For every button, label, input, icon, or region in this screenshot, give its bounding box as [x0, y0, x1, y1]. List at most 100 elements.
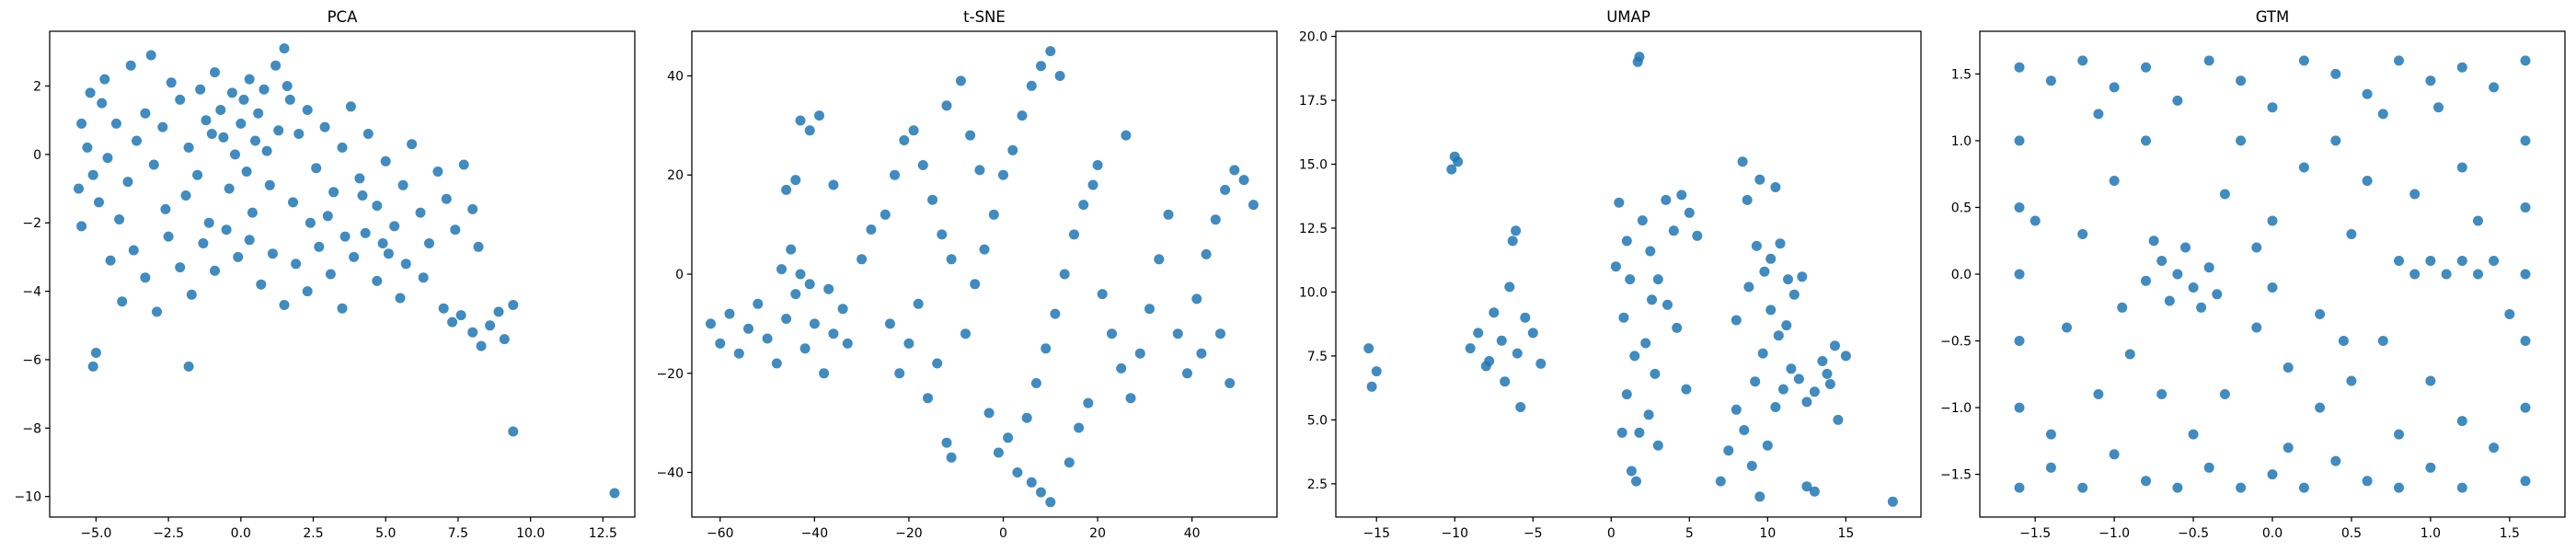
chart-title-tsne: t-SNE	[963, 8, 1006, 26]
data-point-pca-22	[236, 118, 247, 129]
data-point-gtm-84	[2425, 375, 2436, 386]
data-point-pca-38	[372, 201, 383, 212]
y-tick-label-umap-4: 12.5	[1299, 222, 1328, 236]
data-point-tsne-19	[781, 184, 792, 195]
data-point-umap-59	[1809, 386, 1820, 397]
data-point-tsne-89	[965, 130, 976, 141]
data-point-pca-51	[105, 255, 116, 266]
data-point-gtm-77	[2362, 176, 2373, 186]
data-point-tsne-9	[790, 289, 801, 300]
axes-frame-pca	[49, 30, 636, 518]
data-point-pca-115	[215, 105, 226, 115]
data-point-gtm-90	[2283, 443, 2294, 454]
data-point-pca-5	[110, 118, 121, 129]
data-point-umap-75	[1754, 174, 1765, 185]
data-point-pca-95	[145, 50, 156, 61]
data-point-pca-50	[473, 241, 484, 252]
data-point-gtm-99	[2433, 102, 2444, 113]
x-tick-label-tsne-4: 20	[1089, 526, 1106, 541]
x-axis-umap: −15 −10 −5 0 5 10 15	[1363, 517, 1854, 541]
data-point-pca-66	[279, 300, 290, 310]
y-tick-label-pca-2: −2	[22, 216, 41, 231]
data-point-gtm-56	[2425, 256, 2436, 266]
data-point-pca-73	[360, 227, 371, 238]
data-point-umap-58	[1801, 397, 1812, 408]
data-point-tsne-67	[1107, 328, 1117, 339]
data-point-pca-101	[264, 179, 275, 190]
data-point-gtm-38	[2014, 402, 2025, 413]
data-point-gtm-69	[2062, 322, 2072, 333]
data-point-gtm-37	[2014, 336, 2025, 346]
data-point-pca-53	[128, 245, 139, 256]
data-point-tsne-75	[1182, 368, 1192, 379]
data-point-tsne-62	[1059, 269, 1070, 280]
data-point-gtm-88	[2156, 389, 2168, 399]
x-tick-label-tsne-3: 0	[999, 526, 1007, 541]
data-point-pca-79	[183, 361, 194, 372]
data-point-umap-39	[1661, 194, 1672, 205]
data-point-pca-34	[337, 142, 348, 153]
data-point-pca-21	[226, 87, 237, 98]
y-tick-label-umap-0: 2.5	[1307, 477, 1328, 492]
data-point-gtm-12	[2394, 55, 2404, 66]
data-point-tsne-8	[781, 314, 792, 324]
data-point-pca-98	[203, 217, 214, 228]
data-point-gtm-48	[2141, 275, 2151, 286]
data-point-umap-27	[1629, 351, 1640, 362]
data-point-gtm-32	[2489, 443, 2500, 454]
data-point-umap-71	[1788, 289, 1800, 300]
data-point-pca-55	[152, 306, 162, 317]
data-point-tsne-78	[1210, 214, 1221, 225]
data-point-pca-116	[206, 129, 217, 139]
data-point-gtm-4	[2141, 62, 2151, 73]
data-point-tsne-95	[955, 75, 966, 86]
data-point-umap-36	[1650, 368, 1661, 379]
data-point-gtm-6	[2203, 55, 2214, 66]
data-point-tsne-44	[970, 279, 981, 290]
data-point-pca-52	[117, 296, 128, 307]
data-point-gtm-39	[2520, 135, 2531, 146]
y-axis-gtm: 1.5 1.0 0.5 0.0 −0.5 −1.0 −1.5	[1940, 67, 1980, 483]
data-point-umap-60	[1817, 356, 1828, 366]
data-point-pca-78	[87, 361, 98, 372]
data-point-tsne-71	[1144, 304, 1155, 315]
data-point-gtm-9	[2298, 55, 2309, 66]
data-point-umap-76	[1770, 182, 1781, 192]
data-point-tsne-94	[1074, 422, 1085, 433]
axes-frame-umap	[1335, 30, 1922, 518]
data-point-pca-112	[230, 149, 240, 160]
data-point-umap-12	[1496, 335, 1507, 346]
data-point-pca-59	[198, 238, 209, 248]
data-point-pca-40	[389, 221, 400, 232]
data-point-umap-81	[1775, 238, 1786, 249]
data-point-gtm-55	[2409, 269, 2421, 280]
y-axis-pca: 2 0 −2 −4 −6 −8 −10	[14, 79, 50, 505]
data-point-gtm-19	[2077, 482, 2088, 493]
data-point-pca-49	[467, 203, 478, 214]
data-point-pca-88	[508, 300, 519, 310]
data-point-gtm-21	[2141, 476, 2151, 487]
x-tick-label-pca-2: 0.0	[231, 526, 251, 541]
data-point-umap-46	[1692, 230, 1703, 241]
x-tick-label-gtm-4: 0.5	[2341, 526, 2362, 541]
data-point-umap-69	[1773, 330, 1784, 341]
data-point-pca-76	[395, 293, 406, 304]
data-point-tsne-39	[923, 393, 933, 404]
data-point-umap-5	[1453, 156, 1464, 167]
data-point-gtm-67	[2124, 349, 2135, 360]
x-tick-label-pca-7: 12.5	[589, 526, 617, 541]
data-point-umap-26	[1618, 312, 1629, 323]
data-point-pca-100	[247, 207, 258, 218]
data-point-tsne-26	[866, 224, 877, 235]
x-tick-label-pca-6: 10.0	[516, 526, 545, 541]
data-point-umap-78	[1809, 486, 1820, 497]
data-point-tsne-34	[946, 254, 957, 265]
data-point-umap-4	[1446, 164, 1457, 175]
data-point-pca-89	[508, 426, 519, 437]
data-point-umap-29	[1616, 427, 1627, 438]
data-point-tsne-80	[1229, 165, 1240, 176]
data-point-tsne-54	[983, 408, 995, 419]
data-point-gtm-3	[2109, 82, 2120, 93]
data-point-umap-51	[1746, 460, 1757, 471]
data-point-pca-113	[259, 84, 270, 95]
